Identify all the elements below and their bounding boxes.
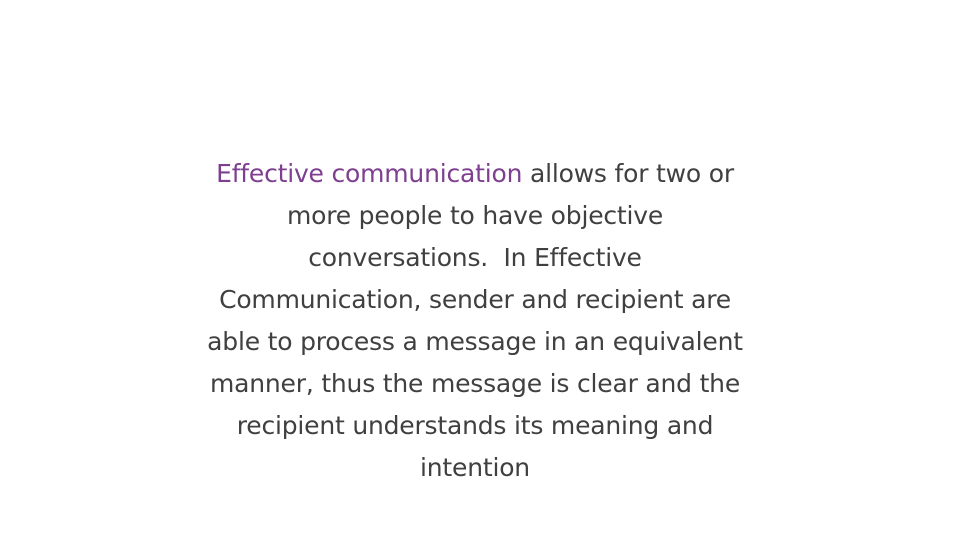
- slide-text-block: Effective communication allows for two o…: [205, 153, 745, 489]
- highlighted-term: Effective communication: [216, 159, 523, 188]
- body-text: allows for two or more people to have ob…: [207, 159, 751, 482]
